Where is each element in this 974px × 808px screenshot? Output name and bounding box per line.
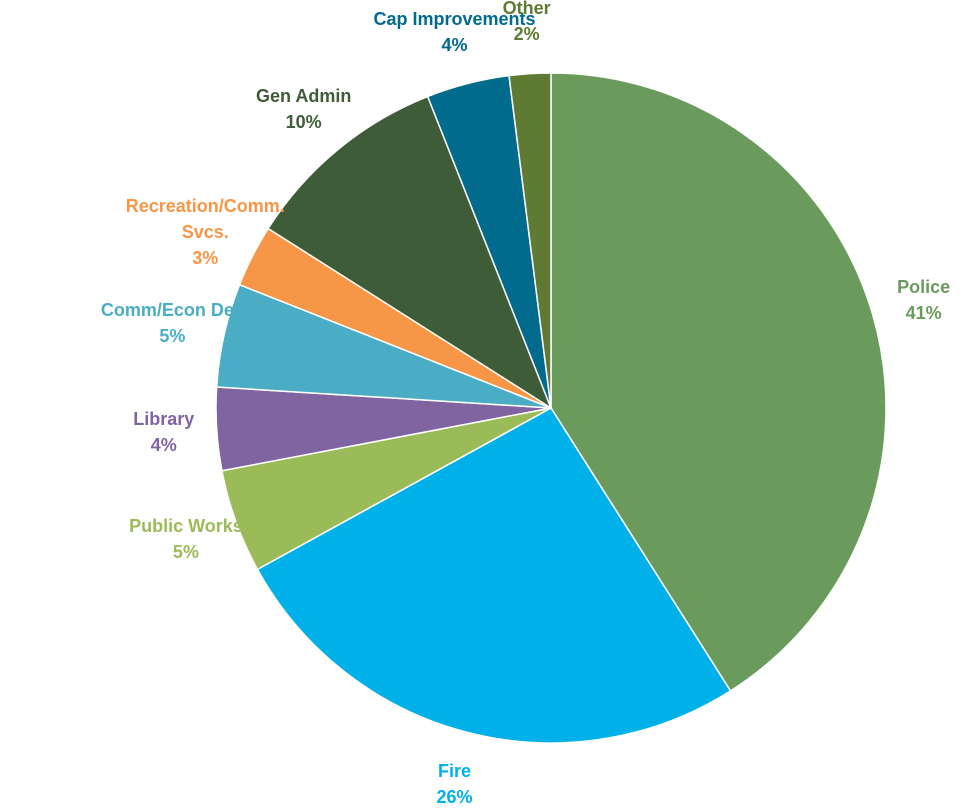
slice-label: Gen Admin 10%: [256, 83, 351, 135]
slice-label: Comm/Econ Dev 5%: [101, 297, 244, 349]
category-label: Library: [133, 409, 195, 430]
pie-slice: [267, 95, 553, 410]
category-label: Public Works: [129, 516, 243, 537]
category-label: Cap Improvements: [373, 9, 536, 30]
slice-label: Public Works 5%: [129, 513, 243, 565]
slice-label: Other 2%: [503, 0, 551, 47]
slice-label: Fire 26%: [436, 758, 472, 808]
value-label: 5%: [172, 542, 199, 563]
category-label: Fire: [437, 760, 471, 781]
value-label: 4%: [441, 35, 468, 56]
category-label: Recreation/Comm. Svcs.: [125, 195, 285, 242]
value-label: 5%: [159, 326, 186, 347]
category-label: Police: [897, 276, 951, 297]
pie-slice: [508, 72, 552, 409]
category-label: Comm/Econ Dev: [100, 300, 244, 321]
pie-slice: [550, 72, 887, 692]
value-label: 2%: [513, 23, 540, 44]
slice-label: Police 41%: [897, 274, 950, 326]
slice-label: Cap Improvements 4%: [373, 6, 535, 58]
value-label: 4%: [150, 435, 177, 456]
pie-slice: [256, 407, 732, 744]
value-label: 10%: [285, 112, 322, 133]
slice-label: Library 4%: [133, 406, 194, 458]
category-label: Gen Admin: [256, 86, 352, 107]
slice-label: Recreation/Comm. Svcs. 3%: [118, 193, 293, 271]
value-label: 3%: [192, 247, 219, 268]
category-label: Other: [502, 0, 551, 18]
value-label: 26%: [436, 786, 473, 807]
value-label: 41%: [905, 302, 942, 323]
